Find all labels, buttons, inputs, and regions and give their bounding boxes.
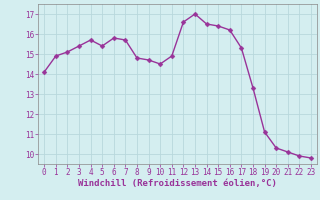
X-axis label: Windchill (Refroidissement éolien,°C): Windchill (Refroidissement éolien,°C) [78, 179, 277, 188]
